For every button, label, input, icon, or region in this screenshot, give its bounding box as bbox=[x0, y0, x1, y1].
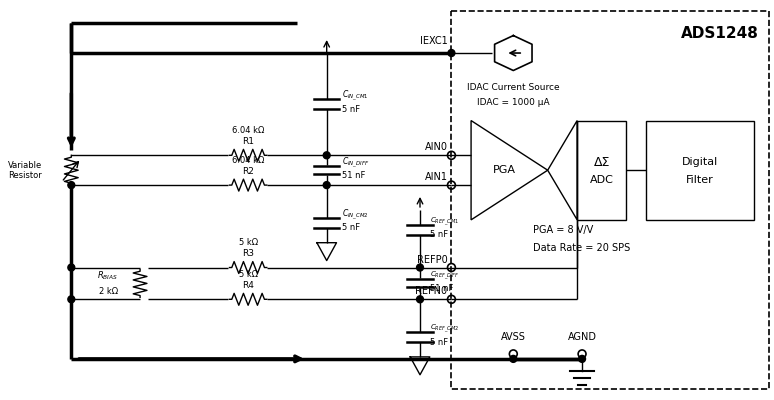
Text: Digital: Digital bbox=[682, 157, 718, 167]
Circle shape bbox=[68, 182, 75, 188]
Text: 51 nF: 51 nF bbox=[430, 284, 454, 293]
Text: 5 nF: 5 nF bbox=[430, 338, 448, 346]
Text: IDAC Current Source: IDAC Current Source bbox=[467, 83, 560, 92]
Text: ADS1248: ADS1248 bbox=[680, 26, 759, 41]
Text: 5 nF: 5 nF bbox=[342, 105, 361, 114]
Text: PGA: PGA bbox=[493, 165, 516, 175]
Text: 5 kΩ: 5 kΩ bbox=[238, 238, 258, 247]
Text: R2: R2 bbox=[242, 167, 254, 176]
Circle shape bbox=[416, 264, 423, 271]
Text: $C_{REF\_CM2}$: $C_{REF\_CM2}$ bbox=[430, 323, 459, 335]
Text: PGA = 8 V/V: PGA = 8 V/V bbox=[533, 225, 593, 235]
Text: $C_{REF\_CM1}$: $C_{REF\_CM1}$ bbox=[430, 216, 459, 228]
Text: ADC: ADC bbox=[590, 175, 614, 185]
Text: REFN0: REFN0 bbox=[416, 286, 447, 296]
Text: AIN0: AIN0 bbox=[424, 142, 447, 152]
Text: 5 kΩ: 5 kΩ bbox=[238, 270, 258, 279]
Bar bbox=[646, 120, 754, 220]
Text: $C_{IN\_CM1}$: $C_{IN\_CM1}$ bbox=[342, 89, 369, 104]
Text: $C_{REF\_DIFF}$: $C_{REF\_DIFF}$ bbox=[430, 269, 460, 282]
Text: Variable
Resistor: Variable Resistor bbox=[8, 160, 42, 180]
Text: 5 nF: 5 nF bbox=[430, 230, 448, 239]
Circle shape bbox=[579, 356, 585, 362]
Text: AGND: AGND bbox=[567, 332, 597, 342]
Text: AIN1: AIN1 bbox=[424, 172, 447, 182]
Text: 51 nF: 51 nF bbox=[342, 171, 366, 180]
Circle shape bbox=[68, 296, 75, 303]
Text: 6.04 kΩ: 6.04 kΩ bbox=[232, 126, 264, 135]
Text: Filter: Filter bbox=[686, 175, 714, 185]
Circle shape bbox=[510, 356, 517, 362]
Text: $C_{IN\_DIFF}$: $C_{IN\_DIFF}$ bbox=[342, 155, 370, 170]
Text: $C_{IN\_CM2}$: $C_{IN\_CM2}$ bbox=[342, 208, 369, 222]
Text: ΔΣ: ΔΣ bbox=[594, 156, 610, 169]
Text: IDAC = 1000 μA: IDAC = 1000 μA bbox=[477, 98, 550, 107]
Text: 2 kΩ: 2 kΩ bbox=[99, 287, 118, 296]
Circle shape bbox=[416, 296, 423, 303]
Text: REFP0: REFP0 bbox=[416, 254, 447, 264]
Text: AVSS: AVSS bbox=[501, 332, 526, 342]
Text: 5 nF: 5 nF bbox=[342, 223, 361, 232]
Bar bbox=[451, 11, 769, 389]
Text: R3: R3 bbox=[242, 249, 254, 258]
Circle shape bbox=[448, 50, 455, 56]
Bar bbox=[577, 120, 626, 220]
Circle shape bbox=[68, 264, 75, 271]
Circle shape bbox=[324, 182, 330, 188]
Text: R1: R1 bbox=[242, 137, 254, 146]
Text: R4: R4 bbox=[242, 281, 254, 290]
Text: IEXC1: IEXC1 bbox=[420, 36, 447, 46]
Text: Data Rate = 20 SPS: Data Rate = 20 SPS bbox=[533, 243, 630, 253]
Circle shape bbox=[324, 152, 330, 159]
Text: 6.04 kΩ: 6.04 kΩ bbox=[232, 156, 264, 165]
Text: $R_{BIAS}$: $R_{BIAS}$ bbox=[98, 269, 118, 282]
